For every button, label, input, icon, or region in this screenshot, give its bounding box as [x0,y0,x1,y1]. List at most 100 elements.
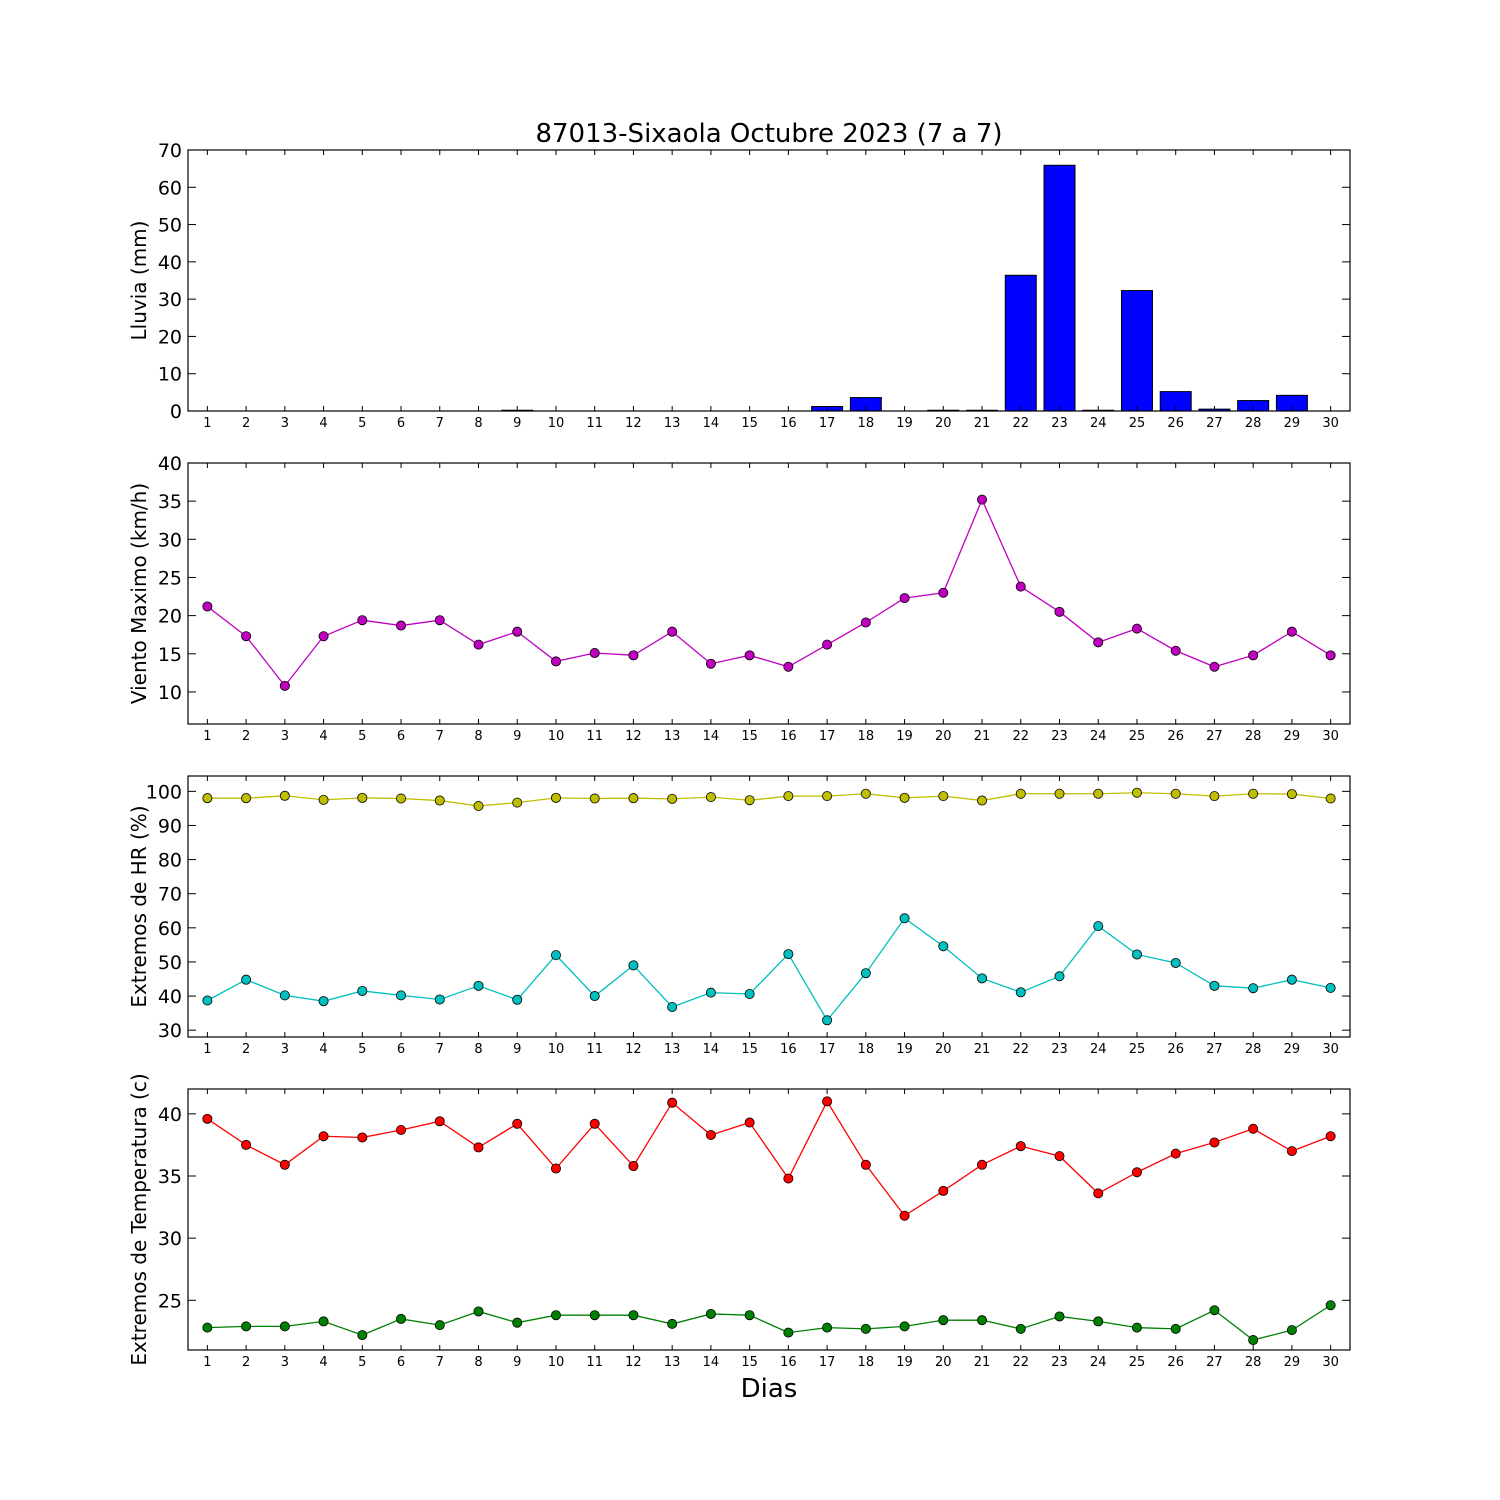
humedad-series-2-point-17 [822,1015,833,1026]
x-tick-label: 18 [858,1355,875,1370]
x-tick-label: 18 [858,1042,875,1057]
temperatura-series-2-point-12 [628,1310,639,1321]
temperatura-series-2-point-26 [1170,1323,1181,1334]
x-tick-label: 21 [974,1355,991,1370]
temperatura-series-2-point-6 [396,1313,407,1324]
x-tick-label: 8 [474,1355,482,1370]
x-tick-label: 28 [1245,1042,1262,1057]
humedad-series-2-point-24 [1093,921,1104,932]
humedad-series-1-point-7 [434,795,445,806]
x-tick-label: 10 [548,1355,565,1370]
temperatura-series-1-point-27 [1209,1137,1220,1148]
x-tick-label: 22 [1012,1355,1029,1370]
temperatura-series-1-point-30 [1325,1131,1336,1142]
humedad-series-1-point-21 [977,795,988,806]
temperatura-series-2-point-22 [1015,1323,1026,1334]
x-tick-label: 14 [703,1042,720,1057]
temperatura-series-2-point-2 [241,1321,252,1332]
x-tick-label: 17 [819,1355,836,1370]
temperatura-series-1-point-17 [822,1096,833,1107]
viento-series-1-point-27 [1209,661,1220,672]
x-tick-label: 15 [741,416,758,431]
plot-frame [187,775,1351,1038]
temperatura-series-2-point-17 [822,1322,833,1333]
viento-series-1-point-28 [1248,650,1259,661]
x-tick-label: 9 [513,729,521,744]
humedad-series-1-point-3 [279,790,290,801]
x-tick-label: 27 [1206,729,1223,744]
x-tick-label: 6 [397,416,405,431]
y-axis-label: Extremos de Temperatura (c) [127,1073,151,1365]
temperatura-series-1-point-7 [434,1116,445,1127]
x-tick-label: 4 [319,1355,327,1370]
viento-series-1-point-20 [938,587,949,598]
temperatura-series-1-point-20 [938,1185,949,1196]
humedad-series-2-point-1 [202,995,213,1006]
x-tick-label: 23 [1051,1042,1068,1057]
humedad-series-2-point-25 [1131,949,1142,960]
temperatura-series-2-point-13 [667,1318,678,1329]
x-tick-label: 5 [358,1042,366,1057]
humedad-series-1-point-5 [357,792,368,803]
temperatura-series-2-point-14 [705,1308,716,1319]
temperatura-series-2-point-18 [860,1323,871,1334]
temperatura-series-2-point-20 [938,1315,949,1326]
x-tick-label: 12 [625,416,642,431]
x-tick-label: 4 [319,729,327,744]
humedad-series-1-point-29 [1286,789,1297,800]
temperatura-series-1-point-16 [783,1173,794,1184]
viento-series-1-point-16 [783,661,794,672]
y-axis-label: Viento Maximo (km/h) [127,483,151,704]
x-tick-label: 10 [548,1042,565,1057]
x-tick-label: 29 [1284,1355,1301,1370]
x-tick-label: 26 [1167,729,1184,744]
x-tick-label: 25 [1129,1355,1146,1370]
x-tick-label: 18 [858,729,875,744]
x-tick-label: 19 [896,1042,913,1057]
humedad-series-2-point-4 [318,996,329,1007]
temperatura-series-2-point-24 [1093,1316,1104,1327]
x-tick-label: 22 [1012,416,1029,431]
x-tick-label: 4 [319,416,327,431]
x-tick-label: 11 [586,1355,603,1370]
x-tick-label: 1 [203,1042,211,1057]
x-tick-label: 20 [935,1355,952,1370]
x-tick-label: 19 [896,416,913,431]
viento-series-1-point-14 [705,658,716,669]
temperatura-series-1-point-21 [977,1159,988,1170]
viento-series-1-point-8 [473,639,484,650]
temperatura-series-1-point-19 [899,1210,910,1221]
humedad-series-1-point-17 [822,791,833,802]
plot-frame [187,149,1351,412]
temperatura-series-1-point-14 [705,1129,716,1140]
temperatura-series-2-point-19 [899,1321,910,1332]
x-tick-label: 1 [203,729,211,744]
x-tick-label: 19 [896,729,913,744]
x-tick-label: 14 [703,416,720,431]
x-tick-label: 1 [203,1355,211,1370]
humedad-series-1-point-2 [241,793,252,804]
x-tick-label: 6 [397,1355,405,1370]
x-tick-label: 16 [780,1355,797,1370]
x-tick-label: 8 [474,416,482,431]
humedad-series-2-point-10 [550,950,561,961]
viento-series-1-point-12 [628,650,639,661]
x-tick-label: 16 [780,416,797,431]
x-tick-label: 29 [1284,729,1301,744]
x-tick-label: 16 [780,1042,797,1057]
x-tick-label: 12 [625,1355,642,1370]
y-tick-label: 30 [158,1020,182,1042]
x-tick-label: 26 [1167,416,1184,431]
x-tick-label: 27 [1206,1355,1223,1370]
y-tick-label: 90 [158,815,182,837]
temperatura-series-1-point-15 [744,1117,755,1128]
y-tick-label: 25 [158,567,182,589]
temperatura-series-1-point-23 [1054,1151,1065,1162]
temperatura-series-1-point-13 [667,1097,678,1108]
panel-humedad: 1 2 3 4 5 6 7 8 9 10 11 12 13 14 15 16 17 18 19 20 21 22 23 24 2… [127,775,1351,1057]
humedad-series-2-point-9 [512,994,523,1005]
y-tick-label: 30 [158,529,182,551]
panel-temperatura: 1 2 3 4 5 6 7 8 9 10 11 12 13 14 15 16 17 18 19 20 21 22 23 24 2… [127,1073,1351,1370]
temperatura-series-2-point-3 [279,1321,290,1332]
x-tick-label: 2 [242,1042,250,1057]
